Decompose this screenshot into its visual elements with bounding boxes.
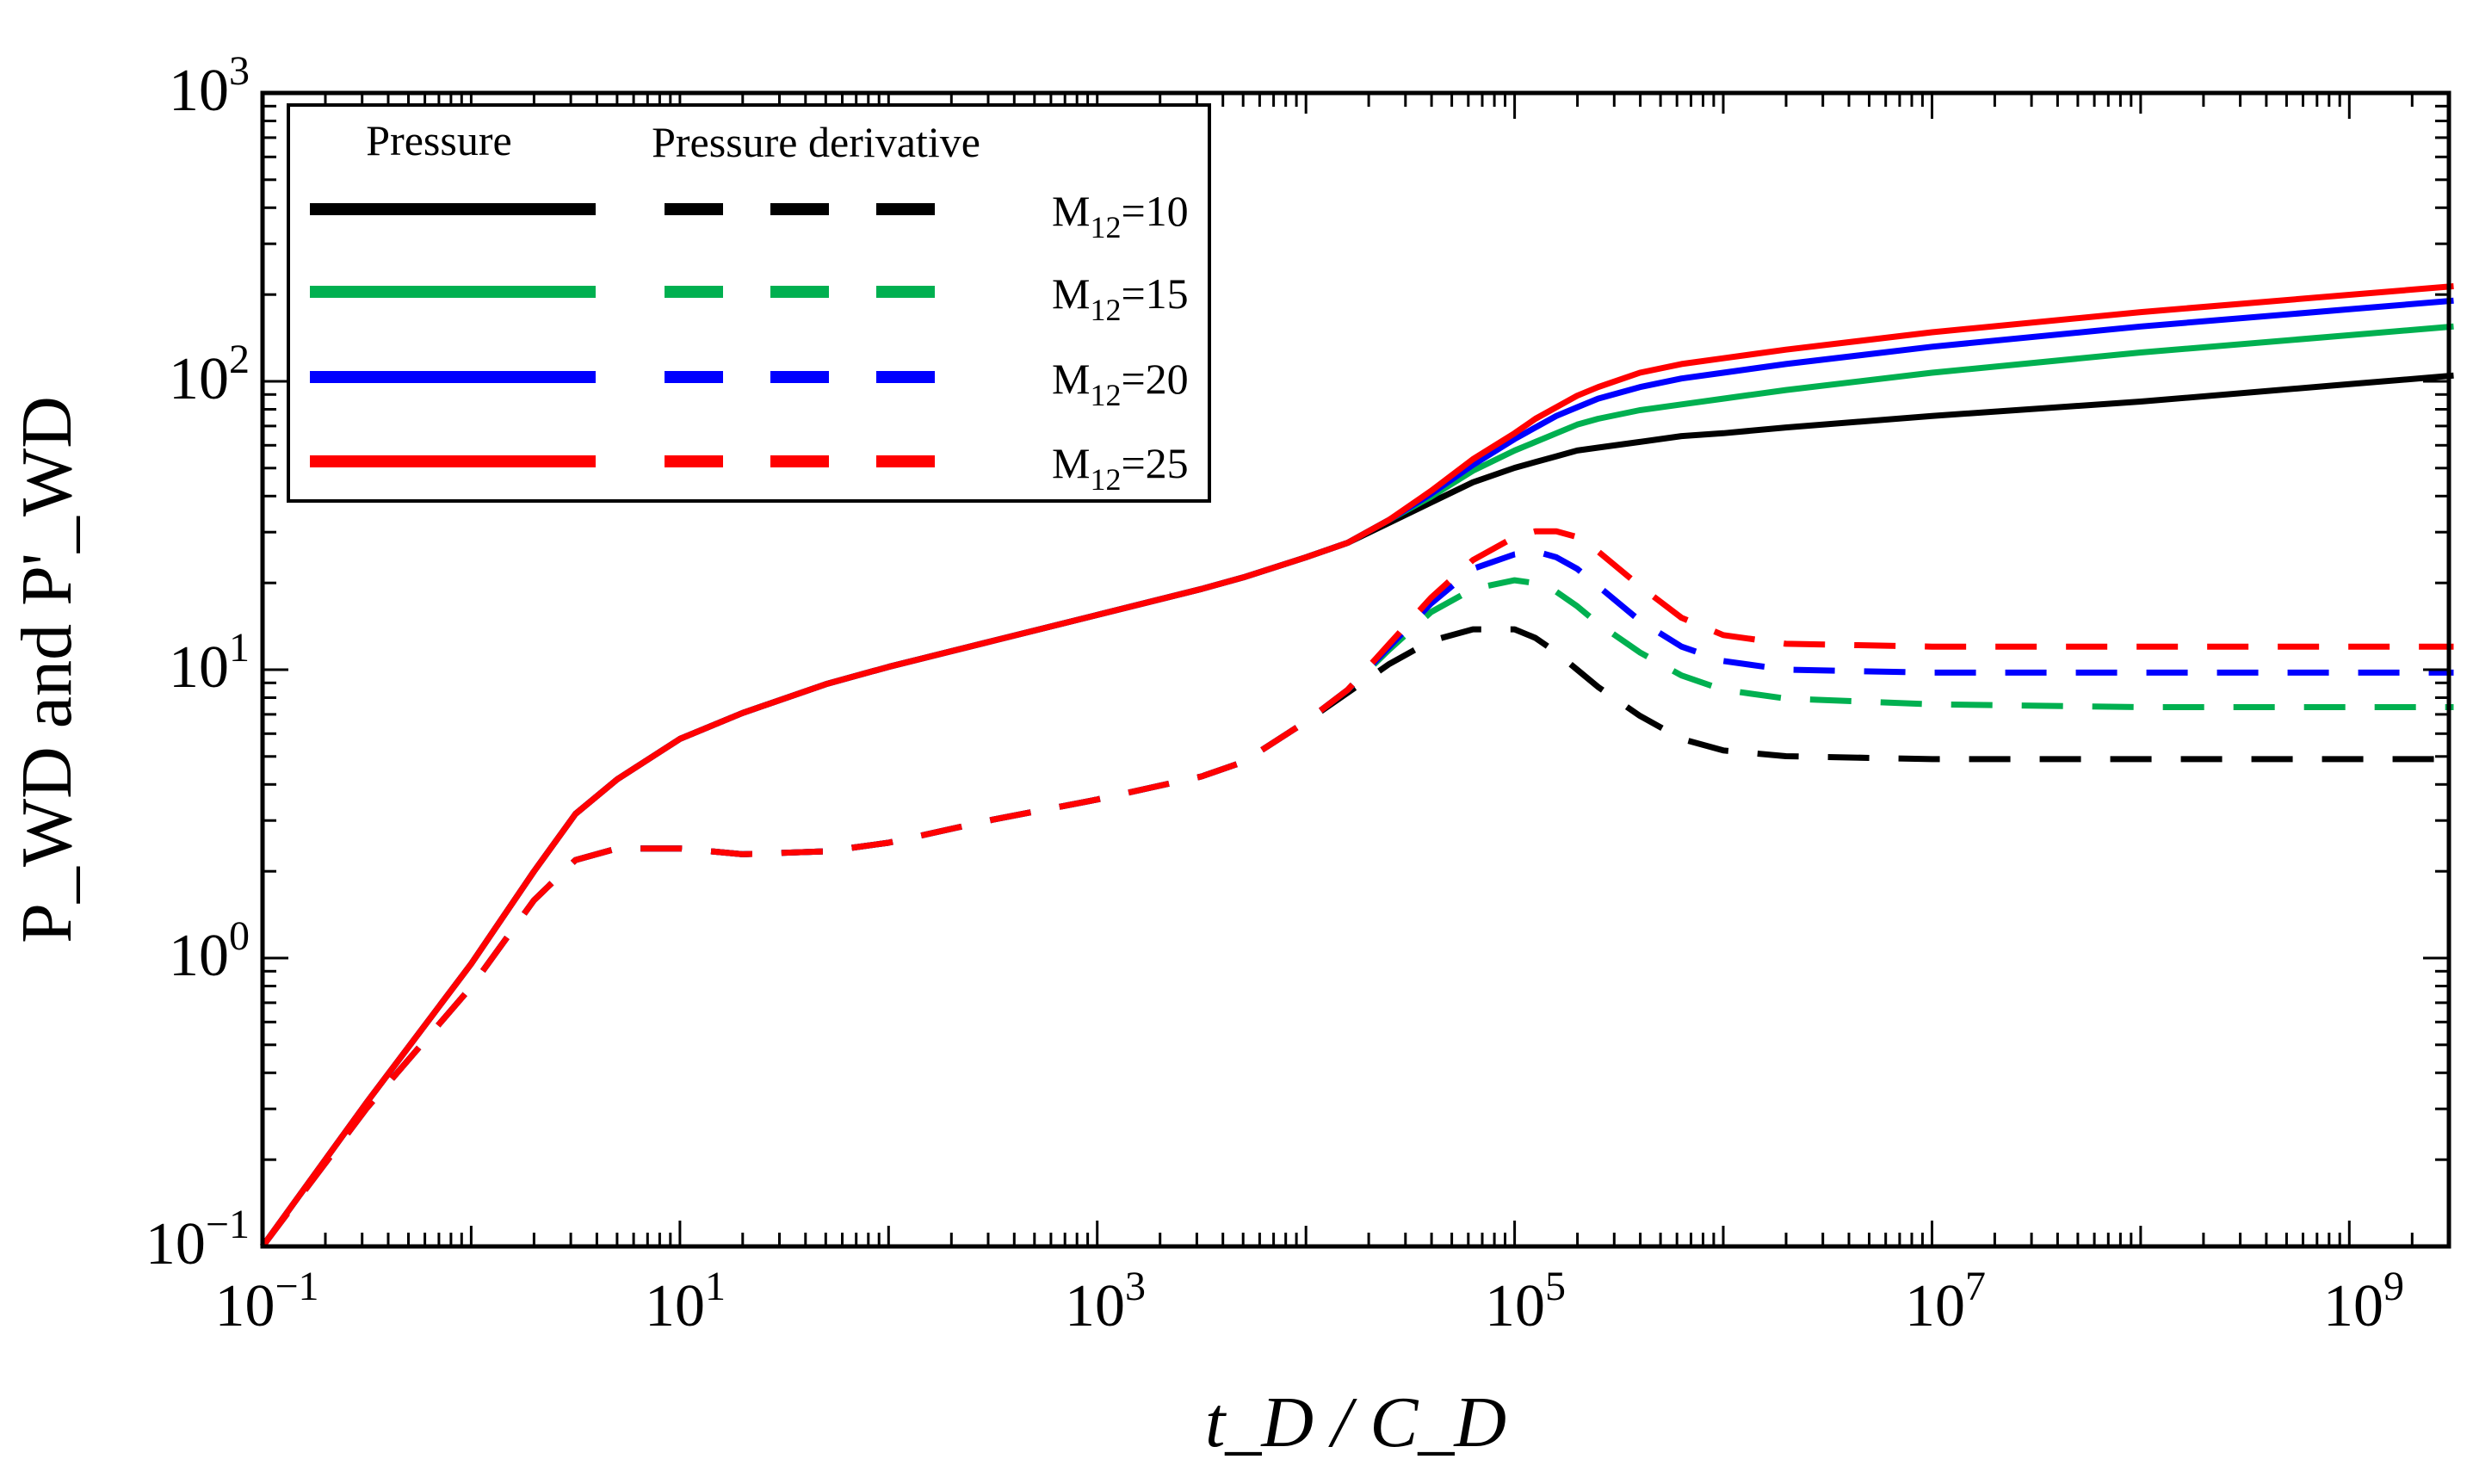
y-tick-label-4: 103 (169, 48, 250, 124)
plot-frame (260, 90, 2451, 1249)
y-tick-label-1: 100 (169, 913, 250, 989)
derivative-line-m12-10 (260, 626, 2454, 1249)
x-tick-label-3: 105 (1485, 1264, 1566, 1339)
plot-lines (260, 283, 2454, 1249)
x-tick-label-5: 109 (2323, 1264, 2404, 1339)
pressure-line-m12-25 (260, 283, 2454, 1249)
x-axis-tick-labels: 10−1 101 103 105 107 109 (214, 1264, 2404, 1339)
pressure-line-m12-10 (260, 372, 2454, 1249)
x-tick-label-2: 103 (1065, 1264, 1146, 1339)
derivative-line-m12-15 (260, 577, 2454, 1249)
legend-header-derivative: Pressure derivative (652, 118, 980, 166)
derivative-line-m12-20 (260, 548, 2454, 1249)
legend-box (287, 103, 1211, 503)
x-axis-title: t_D / C_D (1205, 1382, 1506, 1462)
y-tick-label-3: 102 (169, 337, 250, 412)
legend-header-pressure: Pressure (366, 116, 511, 164)
legend-label-m12-25: M12=25 (1052, 439, 1189, 497)
derivative-line-m12-25 (260, 528, 2454, 1249)
x-tick-label-4: 107 (1905, 1264, 1986, 1339)
y-axis-ticks (263, 91, 2449, 1248)
legend-label-m12-15: M12=15 (1052, 269, 1189, 327)
y-axis-tick-labels: 10−1 100 101 102 103 (145, 48, 250, 1277)
x-tick-label-1: 101 (645, 1264, 726, 1339)
legend-label-m12-20: M12=20 (1052, 355, 1189, 412)
y-tick-label-0: 10−1 (145, 1202, 250, 1277)
legend: Pressure Pressure derivative M12=10 M12=… (287, 103, 1211, 503)
x-tick-label-0: 10−1 (214, 1264, 318, 1339)
y-axis-title: P_WD and P'_WD (7, 396, 87, 943)
y-tick-label-2: 101 (169, 625, 250, 701)
legend-label-m12-10: M12=10 (1052, 187, 1189, 244)
